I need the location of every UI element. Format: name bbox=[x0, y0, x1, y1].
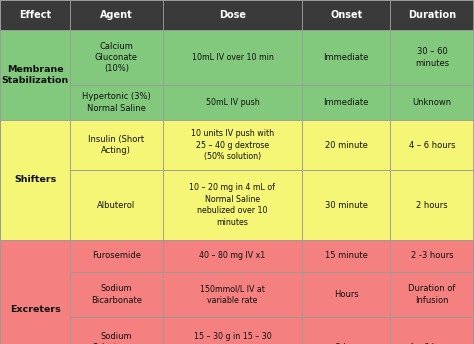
Bar bbox=[70, 85, 163, 120]
Text: Hypertonic (3%)
Normal Saline: Hypertonic (3%) Normal Saline bbox=[82, 92, 151, 113]
Text: 2 hours: 2 hours bbox=[416, 201, 448, 209]
Text: 10 units IV push with
25 – 40 g dextrose
(50% solution): 10 units IV push with 25 – 40 g dextrose… bbox=[191, 129, 274, 161]
Bar bbox=[70, 170, 163, 240]
Bar bbox=[302, 120, 390, 170]
Text: 150mmol/L IV at
variable rate: 150mmol/L IV at variable rate bbox=[200, 284, 265, 305]
Bar bbox=[390, 120, 474, 170]
Bar bbox=[302, 317, 390, 344]
Text: Albuterol: Albuterol bbox=[97, 201, 136, 209]
Text: Effect: Effect bbox=[19, 10, 51, 20]
Bar bbox=[390, 85, 474, 120]
Text: Shifters: Shifters bbox=[14, 175, 56, 184]
Bar bbox=[0, 240, 70, 344]
Bar bbox=[70, 120, 163, 170]
Bar bbox=[70, 0, 163, 30]
Text: Onset: Onset bbox=[330, 10, 363, 20]
Bar bbox=[302, 240, 390, 272]
Text: Dose: Dose bbox=[219, 10, 246, 20]
Bar bbox=[390, 240, 474, 272]
Text: Calcium
Gluconate
(10%): Calcium Gluconate (10%) bbox=[95, 42, 138, 74]
Text: 4 – 6 hours: 4 – 6 hours bbox=[409, 140, 456, 150]
Text: Immediate: Immediate bbox=[324, 98, 369, 107]
Bar bbox=[163, 0, 302, 30]
Text: Furosemide: Furosemide bbox=[92, 251, 141, 260]
Text: Hours: Hours bbox=[334, 290, 359, 299]
Bar bbox=[302, 85, 390, 120]
Text: Duration of
Infusion: Duration of Infusion bbox=[409, 284, 456, 305]
Text: 20 minute: 20 minute bbox=[325, 140, 368, 150]
Bar bbox=[70, 317, 163, 344]
Text: Sodium
Bicarbonate: Sodium Bicarbonate bbox=[91, 284, 142, 305]
Bar bbox=[390, 317, 474, 344]
Text: 30 minute: 30 minute bbox=[325, 201, 368, 209]
Bar bbox=[302, 272, 390, 317]
Bar bbox=[163, 30, 302, 85]
Text: Membrane
Stabilization: Membrane Stabilization bbox=[1, 65, 69, 85]
Bar bbox=[163, 240, 302, 272]
Text: 30 – 60
minutes: 30 – 60 minutes bbox=[415, 47, 449, 68]
Bar bbox=[70, 240, 163, 272]
Text: Excreters: Excreters bbox=[9, 305, 61, 314]
Bar bbox=[163, 170, 302, 240]
Bar bbox=[163, 272, 302, 317]
Bar bbox=[70, 30, 163, 85]
Text: 10mL IV over 10 min: 10mL IV over 10 min bbox=[191, 53, 273, 62]
Text: Duration: Duration bbox=[408, 10, 456, 20]
Text: Sodium
Polystyrene
Sulfonate: Sodium Polystyrene Sulfonate bbox=[92, 332, 141, 344]
Bar bbox=[70, 272, 163, 317]
Text: 10 – 20 mg in 4 mL of
Normal Saline
nebulized over 10
minutes: 10 – 20 mg in 4 mL of Normal Saline nebu… bbox=[190, 183, 275, 227]
Bar bbox=[163, 120, 302, 170]
Text: 15 – 30 g in 15 – 30
mL (70% sorbitol
orally): 15 – 30 g in 15 – 30 mL (70% sorbitol or… bbox=[193, 332, 272, 344]
Text: 15 minute: 15 minute bbox=[325, 251, 368, 260]
Text: Immediate: Immediate bbox=[324, 53, 369, 62]
Bar bbox=[302, 0, 390, 30]
Bar bbox=[390, 30, 474, 85]
Text: 50mL IV push: 50mL IV push bbox=[206, 98, 259, 107]
Text: 2 -3 hours: 2 -3 hours bbox=[411, 251, 453, 260]
Bar bbox=[302, 170, 390, 240]
Bar bbox=[390, 0, 474, 30]
Bar bbox=[0, 30, 70, 120]
Bar bbox=[302, 30, 390, 85]
Text: Unknown: Unknown bbox=[412, 98, 452, 107]
Text: Insulin (Short
Acting): Insulin (Short Acting) bbox=[88, 135, 145, 155]
Text: Agent: Agent bbox=[100, 10, 133, 20]
Bar bbox=[0, 120, 70, 240]
Bar bbox=[390, 170, 474, 240]
Bar bbox=[163, 317, 302, 344]
Bar bbox=[163, 85, 302, 120]
Bar bbox=[390, 272, 474, 317]
Text: 40 – 80 mg IV x1: 40 – 80 mg IV x1 bbox=[200, 251, 265, 260]
Bar bbox=[0, 0, 70, 30]
